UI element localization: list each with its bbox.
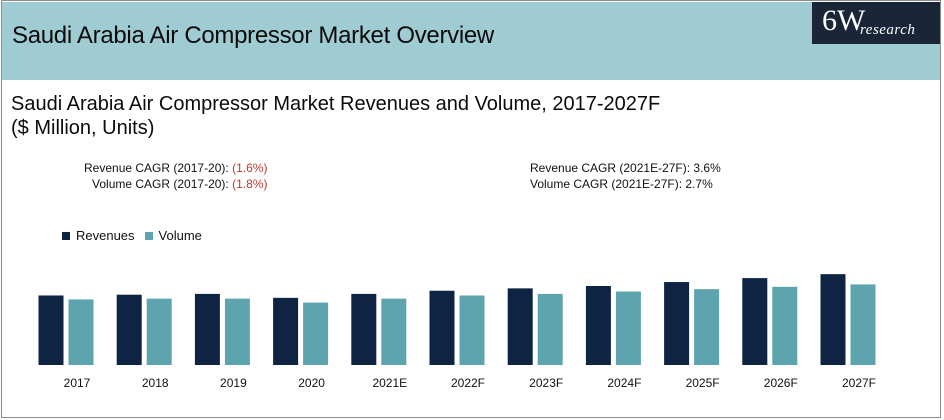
bar-volume-2020	[303, 302, 329, 365]
revenue-cagr-forecast-value: 3.6%	[693, 161, 721, 175]
bar-volume-2022f	[459, 295, 485, 365]
chart-title-line2: ($ Million, Units)	[11, 117, 155, 139]
bar-revenues-2017	[38, 295, 64, 365]
x-tick-label-2027f: 2027F	[842, 376, 876, 390]
legend-item-revenues: Revenues	[62, 228, 135, 243]
x-tick-label-2017: 2017	[64, 376, 91, 390]
legend-label-revenues: Revenues	[76, 228, 135, 243]
bar-revenues-2019	[194, 293, 220, 365]
forecast-cagr-block: Revenue CAGR (2021E-27F): 3.6% Volume CA…	[530, 160, 721, 192]
volume-cagr-historical-value: (1.8%)	[232, 177, 268, 191]
volume-cagr-historical: Volume CAGR (2017-20): (1.8%)	[84, 176, 267, 192]
x-tick-label-2020: 2020	[298, 376, 325, 390]
bar-revenues-2020	[273, 297, 299, 365]
x-tick-label-2024f: 2024F	[607, 376, 641, 390]
revenue-cagr-forecast-label: Revenue CAGR (2021E-27F):	[530, 161, 691, 175]
x-tick-label-2021e: 2021E	[372, 376, 407, 390]
historical-cagr-block: Revenue CAGR (2017-20): (1.6%) Volume CA…	[84, 160, 267, 192]
bar-volume-2017	[68, 299, 94, 365]
x-tick-label-2022f: 2022F	[451, 376, 485, 390]
revenue-cagr-historical: Revenue CAGR (2017-20): (1.6%)	[84, 160, 267, 176]
volume-cagr-forecast: Volume CAGR (2021E-27F): 2.7%	[530, 176, 721, 192]
x-tick-label-2018: 2018	[142, 376, 169, 390]
bar-volume-2019	[224, 298, 250, 365]
bar-revenues-2026f	[742, 278, 768, 365]
x-tick-label-2023f: 2023F	[529, 376, 563, 390]
bar-volume-2027f	[850, 284, 876, 365]
logo-mark: 6W	[822, 4, 866, 37]
volume-cagr-historical-label: Volume CAGR (2017-20):	[92, 177, 229, 191]
legend-swatch-revenues	[62, 231, 70, 240]
bar-volume-2025f	[694, 289, 720, 365]
bar-volume-2018	[146, 298, 172, 365]
header-banner: Saudi Arabia Air Compressor Market Overv…	[2, 2, 940, 80]
chart-legend: Revenues Volume	[62, 228, 212, 243]
logo-wordmark: research	[860, 22, 916, 38]
revenue-cagr-historical-value: (1.6%)	[232, 161, 268, 175]
page-title: Saudi Arabia Air Compressor Market Overv…	[12, 22, 494, 49]
revenue-cagr-historical-label: Revenue CAGR (2017-20):	[84, 161, 229, 175]
bar-volume-2021e	[381, 298, 407, 365]
bar-revenues-2021e	[351, 293, 377, 365]
bar-revenues-2024f	[585, 286, 611, 365]
bar-volume-2026f	[772, 286, 798, 365]
volume-cagr-forecast-value: 2.7%	[685, 177, 713, 191]
bar-revenues-2022f	[429, 290, 455, 365]
volume-cagr-forecast-label: Volume CAGR (2021E-27F):	[530, 177, 683, 191]
bar-revenues-2018	[116, 294, 142, 365]
legend-swatch-volume	[144, 231, 153, 240]
x-tick-label-2026f: 2026F	[764, 376, 798, 390]
x-tick-label-2019: 2019	[220, 376, 247, 390]
x-tick-label-2025f: 2025F	[686, 376, 720, 390]
bar-revenues-2023f	[507, 288, 533, 365]
chart-title: Saudi Arabia Air Compressor Market Reven…	[11, 92, 911, 140]
legend-label-volume: Volume	[158, 228, 202, 243]
bar-revenues-2027f	[820, 274, 846, 365]
bar-volume-2024f	[615, 291, 641, 365]
revenue-cagr-forecast: Revenue CAGR (2021E-27F): 3.6%	[530, 160, 721, 176]
legend-item-volume: Volume	[144, 228, 202, 243]
brand-logo: 6W research	[812, 2, 940, 44]
bar-volume-2023f	[537, 293, 563, 365]
chart-title-line1: Saudi Arabia Air Compressor Market Reven…	[11, 93, 661, 115]
bar-revenues-2025f	[664, 282, 690, 365]
